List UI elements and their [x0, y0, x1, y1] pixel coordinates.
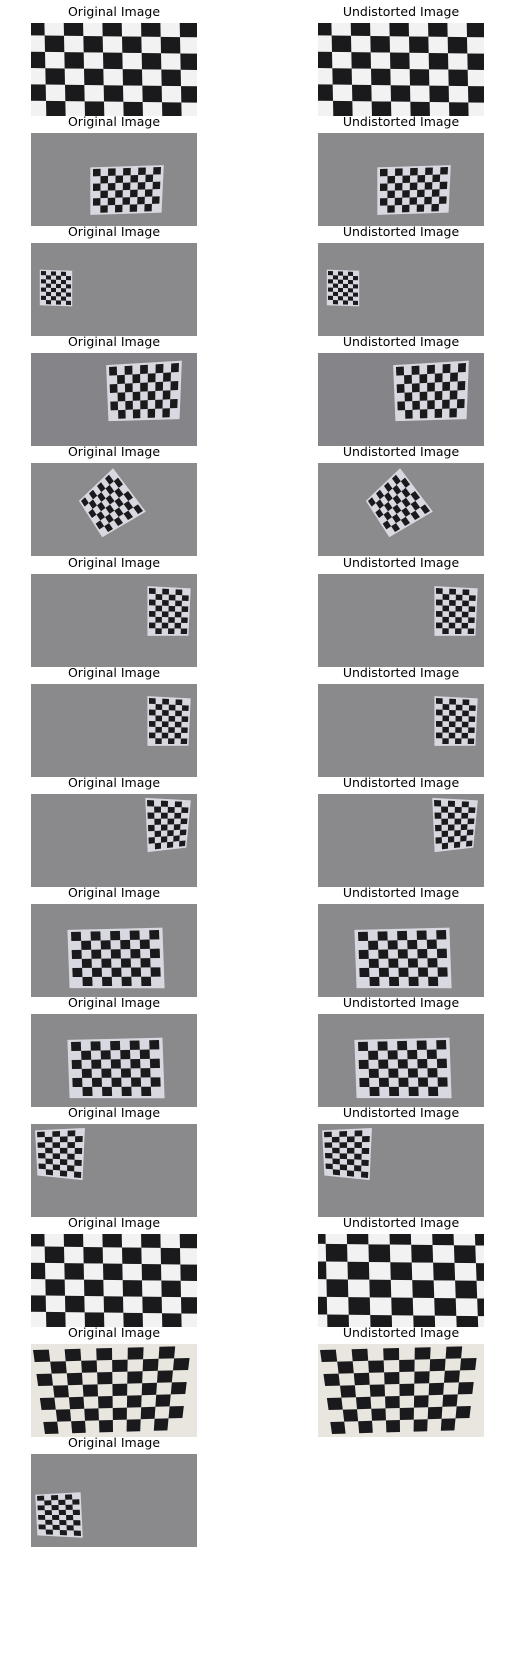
original-image-panel: Original Image — [31, 1434, 197, 1548]
original-image — [31, 683, 197, 777]
undistorted-image-title: Undistorted Image — [342, 1105, 460, 1120]
original-image-panel: Original Image — [31, 1214, 197, 1328]
original-image-title: Original Image — [67, 224, 161, 240]
original-image-panel: Original Image — [31, 994, 197, 1107]
undistorted-image-panel: Undistorted Image — [318, 223, 484, 337]
undistorted-image — [318, 903, 484, 997]
original-image-panel: Original Image — [31, 1104, 197, 1217]
original-image-panel: Original Image — [31, 333, 197, 447]
original-image-panel: Original Image — [31, 1324, 197, 1438]
undistorted-image-panel: Undistorted Image — [318, 3, 484, 116]
original-image-title: Original Image — [67, 1215, 161, 1231]
original-image-panel: Original Image — [31, 223, 197, 337]
original-image — [31, 133, 197, 227]
undistorted-image — [318, 243, 484, 337]
original-image-title: Original Image — [67, 554, 161, 570]
original-image — [31, 1454, 197, 1548]
original-image-title: Original Image — [67, 4, 161, 19]
original-image-panel: Original Image — [31, 664, 197, 777]
original-image-title: Original Image — [67, 774, 161, 790]
undistorted-image-title: Undistorted Image — [342, 664, 460, 680]
original-image-panel: Original Image — [31, 3, 197, 116]
original-image-title: Original Image — [67, 1435, 161, 1451]
undistorted-image-title: Undistorted Image — [342, 774, 460, 790]
undistorted-image-panel: Undistorted Image — [318, 443, 484, 557]
undistorted-image-title: Undistorted Image — [342, 4, 460, 19]
original-image-title: Original Image — [67, 884, 161, 900]
undistorted-image-title: Undistorted Image — [342, 1215, 460, 1231]
original-image — [31, 463, 197, 557]
undistorted-image-panel: Undistorted Image — [318, 1214, 484, 1328]
original-image — [31, 243, 197, 337]
original-image-panel: Original Image — [31, 554, 197, 667]
original-image-panel: Original Image — [31, 113, 197, 227]
undistorted-image-panel: Undistorted Image — [318, 1324, 484, 1438]
undistorted-image — [318, 463, 484, 557]
original-image — [31, 1013, 197, 1107]
original-image-title: Original Image — [67, 114, 161, 130]
undistorted-image — [318, 683, 484, 777]
original-image-title: Original Image — [67, 664, 161, 680]
undistorted-image-panel: Undistorted Image — [318, 333, 484, 447]
original-image-panel: Original Image — [31, 774, 197, 887]
undistorted-image-panel: Undistorted Image — [318, 774, 484, 887]
undistorted-image-panel: Undistorted Image — [318, 554, 484, 667]
undistorted-image-panel: Undistorted Image — [318, 664, 484, 777]
undistorted-image-title: Undistorted Image — [342, 554, 460, 570]
undistorted-image-panel: Undistorted Image — [318, 113, 484, 227]
original-image-title: Original Image — [67, 994, 161, 1010]
undistorted-image — [318, 1344, 484, 1438]
undistorted-image — [318, 793, 484, 887]
undistorted-image-title: Undistorted Image — [342, 224, 460, 240]
undistorted-image — [318, 23, 484, 116]
undistorted-image-title: Undistorted Image — [342, 334, 460, 350]
undistorted-image — [318, 573, 484, 667]
original-image-title: Original Image — [67, 1105, 161, 1120]
undistorted-image-panel: Undistorted Image — [318, 884, 484, 997]
undistorted-image-title: Undistorted Image — [342, 444, 460, 460]
undistorted-image-title: Undistorted Image — [342, 114, 460, 130]
undistorted-image-title: Undistorted Image — [342, 1325, 460, 1341]
undistorted-image — [318, 1013, 484, 1107]
original-image — [31, 353, 197, 447]
original-image — [31, 1344, 197, 1438]
original-image-title: Original Image — [67, 334, 161, 350]
original-image — [31, 1234, 197, 1328]
original-image — [31, 793, 197, 887]
original-image — [31, 573, 197, 667]
original-image-title: Original Image — [67, 1325, 161, 1341]
original-image-title: Original Image — [67, 444, 161, 460]
original-image — [31, 903, 197, 997]
undistorted-image-panel: Undistorted Image — [318, 1104, 484, 1217]
undistorted-image-panel: Undistorted Image — [318, 994, 484, 1107]
original-image — [31, 23, 197, 116]
undistorted-image-title: Undistorted Image — [342, 884, 460, 900]
undistorted-image — [318, 133, 484, 227]
undistorted-image — [318, 353, 484, 447]
original-image-panel: Original Image — [31, 443, 197, 557]
original-image — [31, 1124, 197, 1217]
undistorted-image — [318, 1234, 484, 1328]
undistorted-image — [318, 1124, 484, 1217]
undistorted-image-title: Undistorted Image — [342, 994, 460, 1010]
original-image-panel: Original Image — [31, 884, 197, 997]
